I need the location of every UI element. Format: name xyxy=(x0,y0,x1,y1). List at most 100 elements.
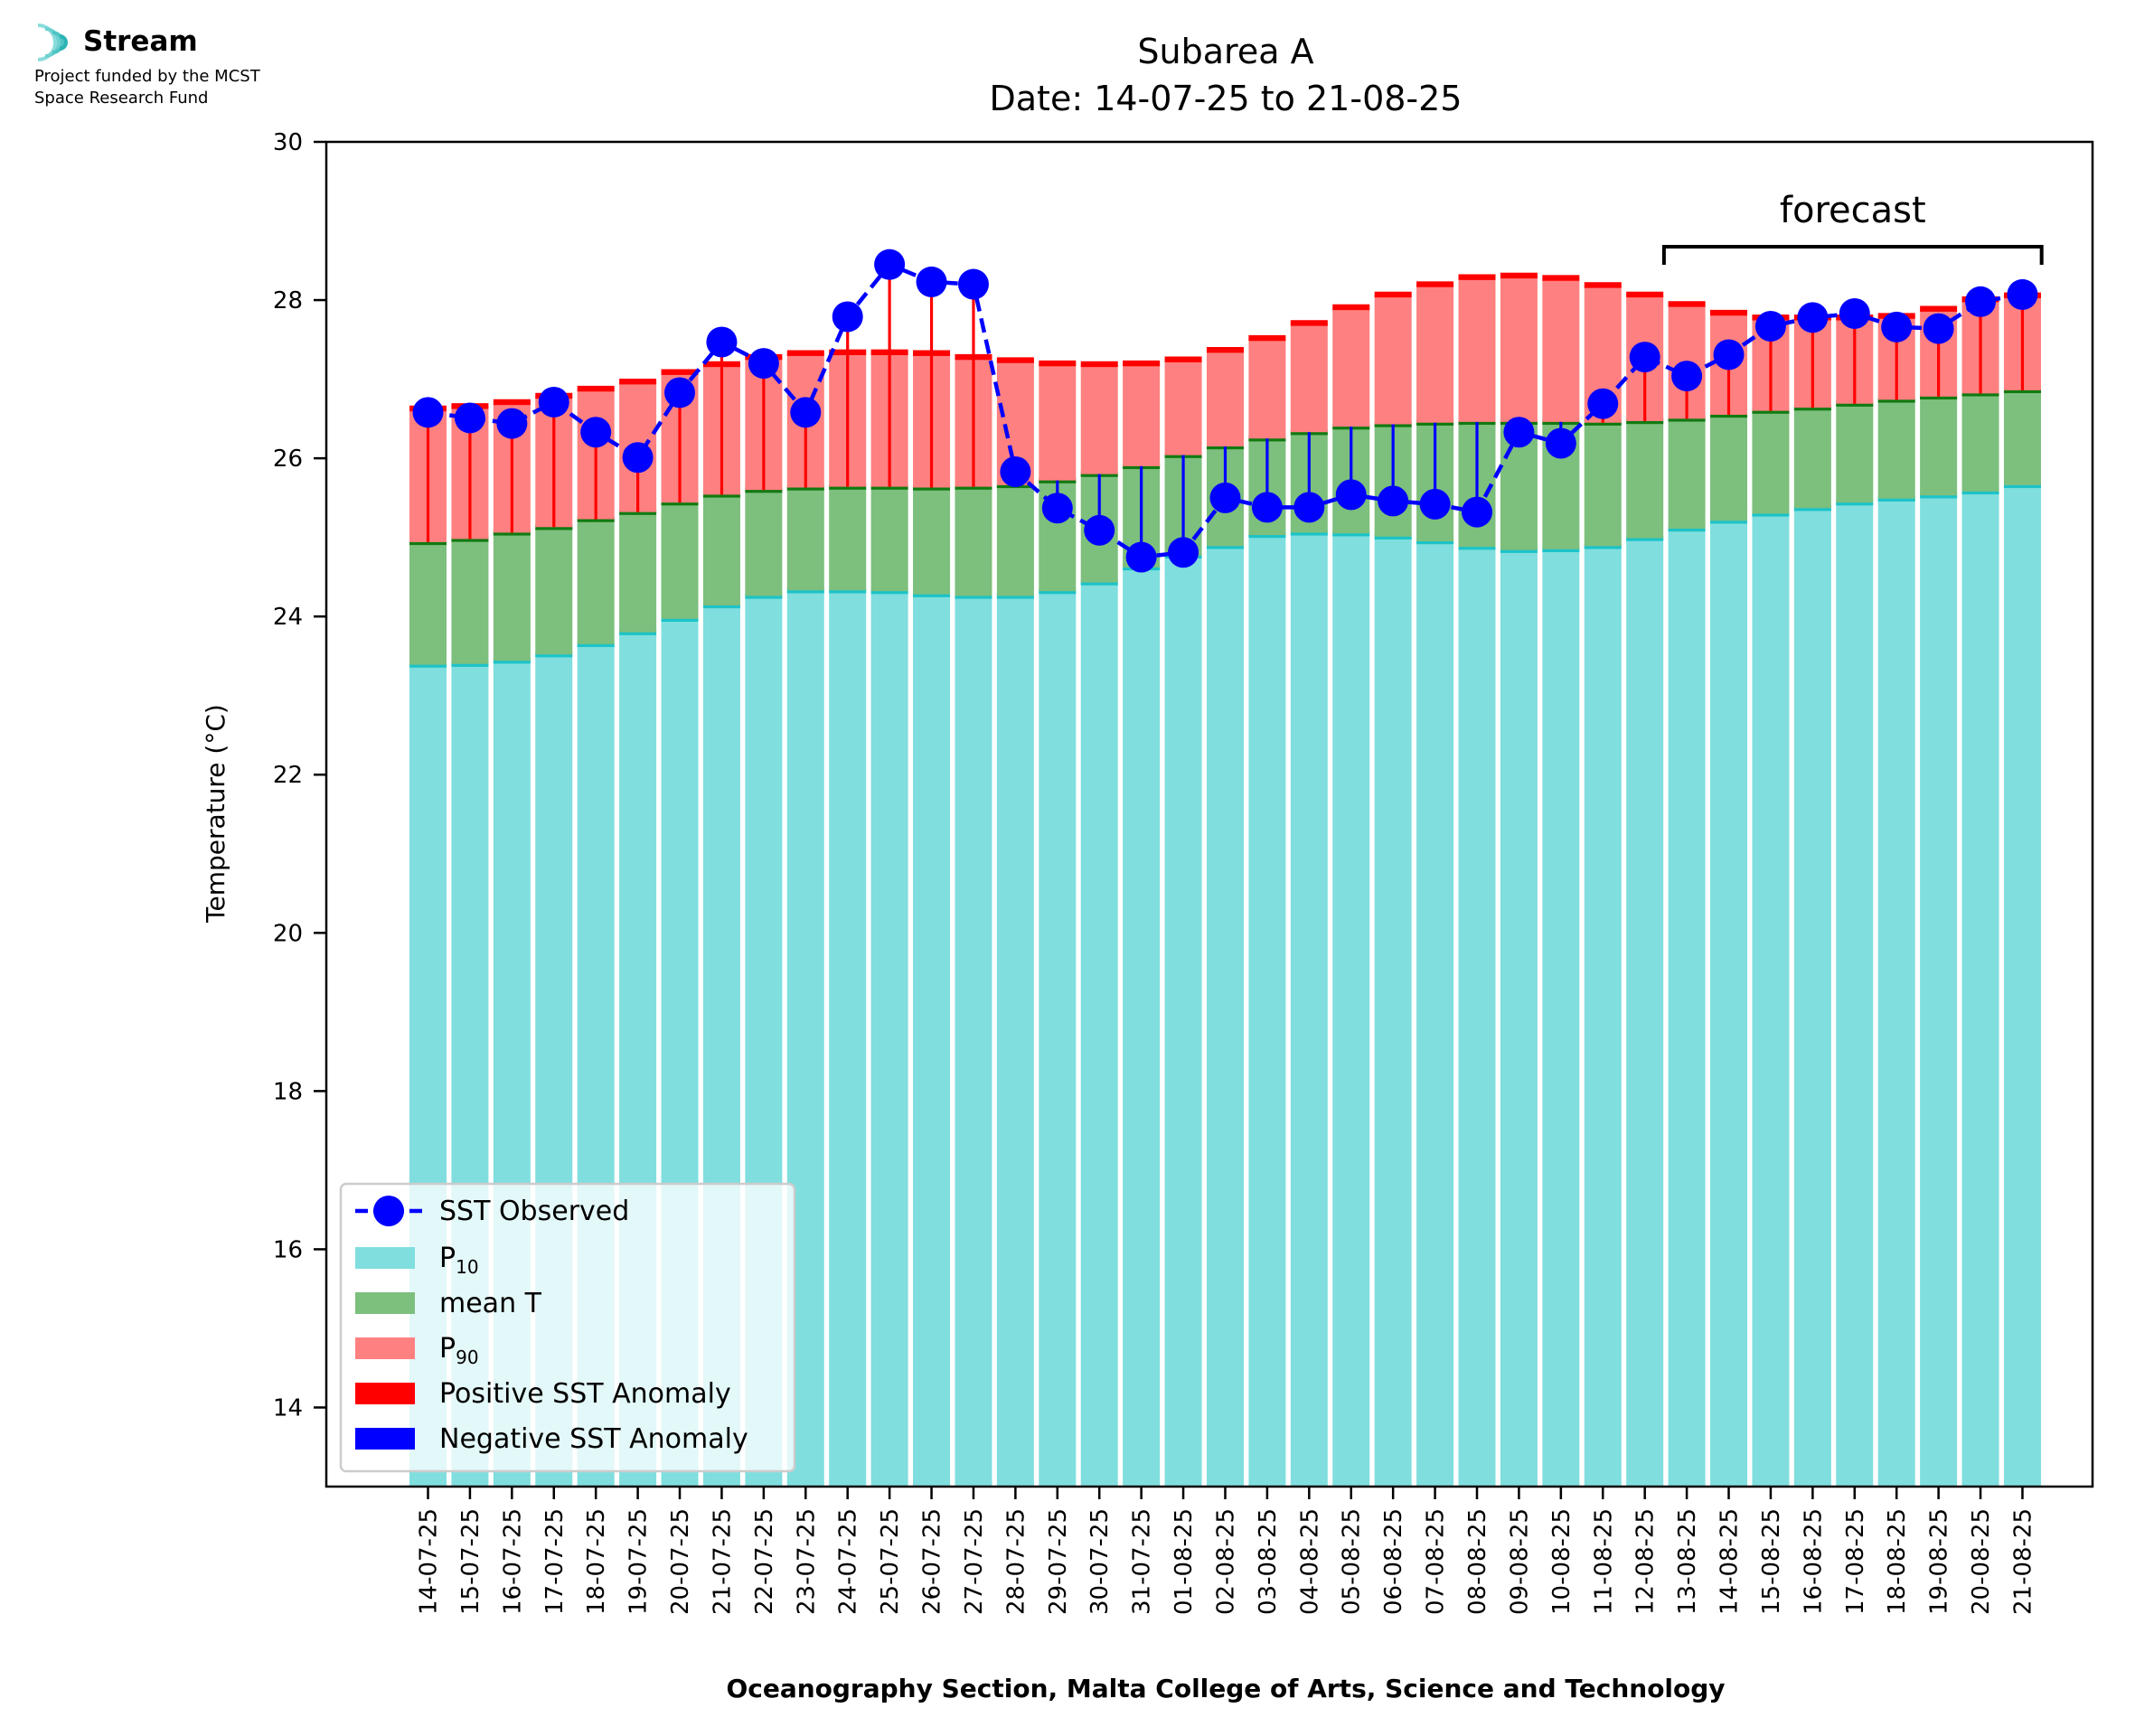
p10-bar xyxy=(1206,546,1244,1487)
x-tick-label: 09-08-25 xyxy=(1506,1508,1533,1615)
mean-bar xyxy=(829,486,867,591)
p10-bar xyxy=(1290,532,1328,1487)
p10-bar-edge xyxy=(1668,525,1706,532)
sst-point xyxy=(706,326,738,358)
p90-bar xyxy=(1374,294,1412,425)
mean-bar xyxy=(1920,396,1958,496)
x-tick-label: 17-08-25 xyxy=(1842,1508,1869,1615)
p90-bar-edge xyxy=(1123,360,1161,367)
p90-bar xyxy=(1206,350,1244,446)
p10-bar-edge xyxy=(1416,538,1454,545)
p10-bar xyxy=(1080,582,1118,1487)
x-tick-label: 21-08-25 xyxy=(2009,1508,2036,1615)
x-tick-label: 03-08-25 xyxy=(1255,1508,1282,1615)
mean-bar xyxy=(535,527,573,655)
x-tick-label: 15-07-25 xyxy=(457,1508,484,1615)
sst-point xyxy=(1462,496,1492,528)
sst-point xyxy=(1839,297,1870,329)
p10-bar xyxy=(1458,547,1496,1487)
p90-bar xyxy=(1458,277,1496,422)
x-tick-label: 17-07-25 xyxy=(541,1508,569,1615)
sst-point xyxy=(1378,485,1409,517)
p10-bar xyxy=(1752,513,1790,1487)
sst-point xyxy=(1587,388,1619,419)
p10-bar xyxy=(913,594,951,1487)
p10-bar xyxy=(829,590,867,1487)
sst-point xyxy=(1125,541,1157,573)
p90-bar xyxy=(1080,363,1118,474)
p90-bar xyxy=(1123,363,1161,466)
x-tick-label: 12-08-25 xyxy=(1632,1508,1660,1615)
p90-bar xyxy=(1542,277,1580,422)
p90-bar-edge xyxy=(619,379,657,385)
x-tick-label: 18-07-25 xyxy=(583,1508,610,1615)
legend-mean-swatch xyxy=(355,1292,415,1314)
x-tick-label: 19-07-25 xyxy=(626,1508,653,1615)
p90-bar-edge xyxy=(1416,281,1454,287)
x-tick-label: 21-07-25 xyxy=(709,1508,736,1615)
p90-bar-edge xyxy=(1080,361,1118,368)
p10-bar-edge xyxy=(451,661,489,667)
chart-title: Subarea A xyxy=(1137,32,1313,71)
x-axis-label: Oceanography Section, Malta College of A… xyxy=(726,1674,1725,1703)
mean-bar xyxy=(1752,410,1790,514)
sst-point xyxy=(874,249,906,280)
p10-bar-edge xyxy=(1290,530,1328,536)
p10-bar-edge xyxy=(1584,543,1622,549)
sst-point xyxy=(664,377,696,408)
p10-bar xyxy=(1920,495,1958,1487)
y-tick-label: 26 xyxy=(273,446,303,473)
legend-pos-anomaly-swatch xyxy=(355,1383,415,1404)
x-tick-label: 16-08-25 xyxy=(1800,1508,1827,1615)
x-tick-label: 11-08-25 xyxy=(1590,1508,1617,1615)
p10-bar xyxy=(1626,538,1664,1487)
funding-line-2: Space Research Fund xyxy=(34,89,209,108)
sst-point xyxy=(1629,342,1660,373)
x-tick-label: 29-07-25 xyxy=(1045,1508,1072,1615)
p10-bar xyxy=(1836,502,1874,1487)
p10-bar xyxy=(1123,567,1161,1487)
mean-bar xyxy=(1710,414,1748,521)
legend-neg-anomaly-swatch xyxy=(355,1428,415,1450)
sst-point xyxy=(538,386,569,418)
x-tick-label: 07-08-25 xyxy=(1423,1508,1450,1615)
p90-bar-edge xyxy=(1248,334,1286,342)
mean-bar xyxy=(1877,399,1915,499)
p90-bar-edge xyxy=(1668,301,1706,307)
sst-point xyxy=(1713,339,1745,371)
mean-bar xyxy=(745,490,783,596)
p10-bar xyxy=(870,591,908,1487)
sst-point xyxy=(832,301,863,333)
sst-point xyxy=(1251,492,1283,523)
sst-point xyxy=(1881,311,1913,343)
sst-point xyxy=(1545,427,1576,459)
sst-point xyxy=(580,417,612,448)
x-tick-label: 08-08-25 xyxy=(1464,1508,1491,1615)
x-tick-label: 13-08-25 xyxy=(1674,1508,1701,1615)
legend-sst-marker xyxy=(373,1196,404,1226)
mean-bar xyxy=(1668,418,1706,530)
mean-bar xyxy=(493,532,531,662)
sst-point xyxy=(1923,313,1954,344)
p90-bar-edge xyxy=(1458,274,1496,280)
x-tick-label: 16-07-25 xyxy=(499,1508,526,1615)
p90-bar xyxy=(1164,359,1202,455)
anomaly-layer xyxy=(426,264,2025,558)
mean-bar xyxy=(451,539,489,664)
p10-bar-edge xyxy=(1836,499,1874,506)
p10-bar xyxy=(1416,541,1454,1487)
x-tick-label: 23-07-25 xyxy=(793,1508,820,1615)
x-tick-label: 19-08-25 xyxy=(1926,1508,1953,1615)
p90-bar-edge xyxy=(1039,360,1077,367)
sst-point xyxy=(1084,514,1115,546)
mean-bar xyxy=(661,502,699,619)
sst-point xyxy=(496,408,528,439)
mean-bar xyxy=(1793,408,1831,509)
p10-bar xyxy=(1374,536,1412,1487)
p90-bar xyxy=(1332,306,1370,427)
sst-point xyxy=(454,402,485,434)
p10-bar-edge xyxy=(661,615,699,623)
sst-point xyxy=(1293,492,1325,523)
p90-bar-edge xyxy=(786,350,824,356)
